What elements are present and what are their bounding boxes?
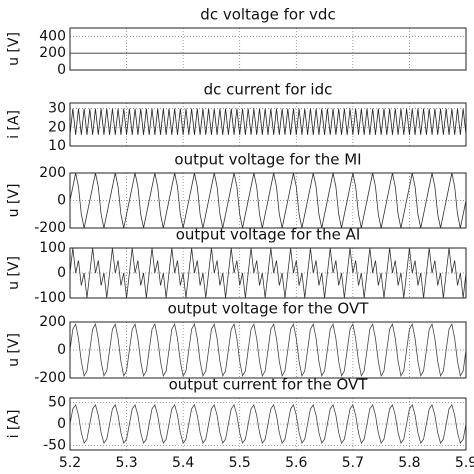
y-tick-label: -200 bbox=[34, 220, 66, 236]
y-tick-label: 0 bbox=[57, 342, 66, 358]
y-axis-label: i [A] bbox=[6, 110, 22, 139]
x-tick-label: 5.8 bbox=[398, 455, 420, 471]
signal-line bbox=[69, 322, 467, 378]
x-tick-label: 5.2 bbox=[59, 455, 81, 471]
y-tick-label: 50 bbox=[48, 394, 66, 410]
y-axis-label: i [A] bbox=[6, 410, 22, 439]
y-tick-label: 0 bbox=[57, 62, 66, 78]
y-tick-label: 30 bbox=[48, 101, 66, 117]
subplot-title: output voltage for the OVT bbox=[168, 300, 370, 318]
plot-frame bbox=[69, 102, 467, 147]
subplot-title: output voltage for the AI bbox=[176, 226, 361, 244]
y-axis-label: u [V] bbox=[6, 333, 22, 367]
y-tick-label: -200 bbox=[34, 370, 66, 386]
subplot-title: dc voltage for vdc bbox=[200, 6, 335, 24]
y-tick-label: 200 bbox=[39, 165, 66, 181]
y-tick-label: 100 bbox=[39, 240, 66, 256]
plot-frame bbox=[69, 172, 467, 229]
y-tick-label: 0 bbox=[57, 193, 66, 209]
y-tick-label: 200 bbox=[39, 314, 66, 330]
y-tick-label: 20 bbox=[48, 119, 66, 135]
x-tick-label: 5.5 bbox=[229, 455, 251, 471]
y-axis-label: u [V] bbox=[6, 256, 22, 290]
y-axis-label: u [V] bbox=[6, 32, 22, 66]
x-tick-label: 5.6 bbox=[285, 455, 307, 471]
x-tick-label: 5.4 bbox=[172, 455, 194, 471]
plot-frame bbox=[69, 247, 467, 299]
signal-line bbox=[69, 108, 467, 135]
subplot-title: output current for the OVT bbox=[169, 376, 369, 394]
y-tick-label: 200 bbox=[39, 45, 66, 61]
signal-line bbox=[69, 172, 467, 229]
y-tick-label: 0 bbox=[57, 265, 66, 281]
plot-frame bbox=[69, 27, 467, 71]
subplot-title: output voltage for the MI bbox=[174, 151, 361, 169]
subplot-title: dc current for idc bbox=[204, 81, 333, 99]
y-tick-label: 400 bbox=[39, 28, 66, 44]
y-axis-label: u [V] bbox=[6, 184, 22, 218]
x-tick-label: 5.7 bbox=[342, 455, 364, 471]
y-tick-label: 10 bbox=[48, 138, 66, 154]
y-tick-label: 0 bbox=[57, 416, 66, 432]
signal-line bbox=[69, 247, 467, 299]
plot-frame bbox=[69, 321, 467, 379]
y-tick-label: -50 bbox=[43, 438, 66, 454]
signal-line bbox=[69, 404, 467, 444]
x-tick-label: 5.3 bbox=[115, 455, 137, 471]
y-tick-label: -100 bbox=[34, 290, 66, 306]
x-tick-label: 5.9 bbox=[455, 455, 474, 471]
plot-frame bbox=[69, 397, 467, 451]
